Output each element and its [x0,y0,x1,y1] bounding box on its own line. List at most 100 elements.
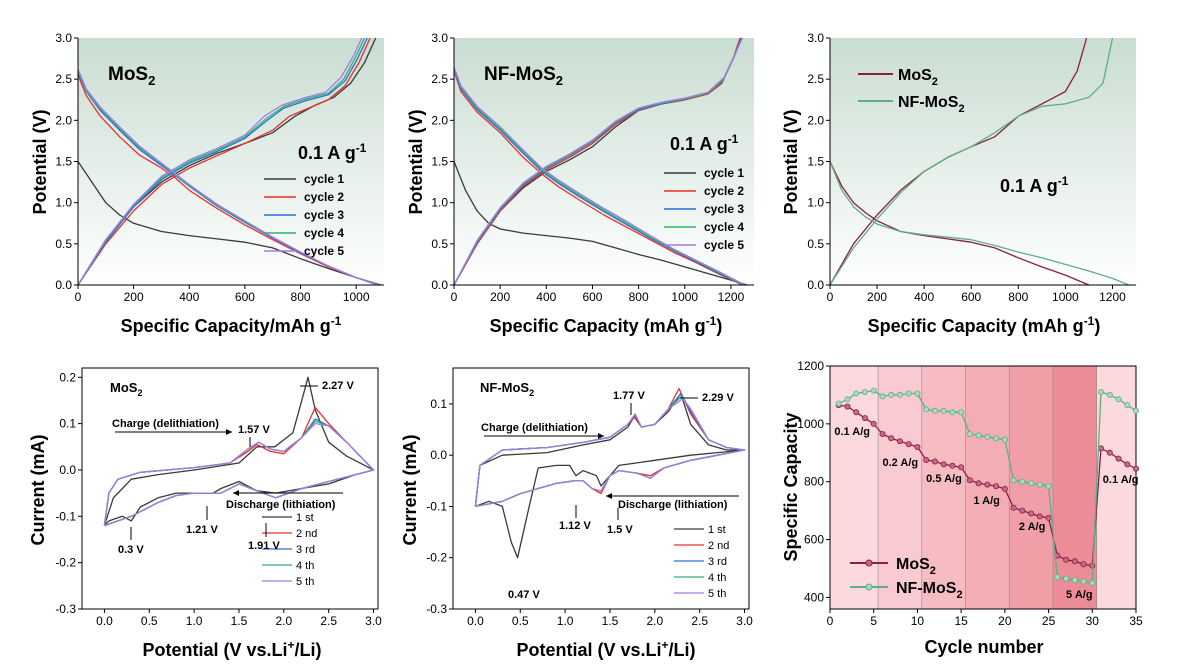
panel-a-x-tick-label: 0 [75,290,82,304]
panel-f-series-1-point [896,438,903,445]
panel-e-discharge-arrowhead [606,493,612,499]
panel-f-series-2-point [958,409,965,416]
panel-d-x-tick-label: 2.5 [320,614,337,628]
panel-c-y-tick-label: 2.0 [807,113,824,127]
panel-f-series-2-point [914,390,921,397]
panel-b-x-tick-label: 1200 [718,290,745,304]
panel-c-y-tick-label: 1.0 [807,196,824,210]
panel-e-x-axis-title: Potential (V vs.Li+/Li) [516,638,695,660]
panel-e-charge-arrowhead [598,433,604,439]
panel-a-series-3-charge [77,37,368,286]
panel-e-x-tick-label: 2.0 [646,614,663,628]
panel-f-y-tick-label: 1000 [797,417,824,431]
panel-e: 0.0 0.5 1.0 1.5 2.0 2.5 3.0 -0.3 -0.2 -0.1 0.0 0.1 1… [400,367,753,660]
panel-b-x-tick-label: 0 [451,290,458,304]
panel-a-background [78,38,384,285]
panel-e-x-tick-label: 2.5 [691,614,708,628]
panel-c-y-tick-label: 0.5 [807,237,824,251]
panel-f-series-1-point [940,461,947,468]
panel-a-legend-label-2: cycle 2 [304,190,344,204]
panel-c-x-tick-label: 400 [914,290,934,304]
panel-f-series-1-point [870,420,877,427]
panel-e-y-tick-label: -0.2 [426,551,447,565]
panel-b-y-tick-label: 2.5 [431,72,448,86]
panel-f-series-1-point [1098,445,1105,452]
panel-c-y-axis-title: Potential (V) [781,109,801,214]
panel-e-x-tick-label: 0.0 [467,614,484,628]
panel-a-series-1-discharge [77,161,379,286]
panel-f-x-tick-label: 0 [827,614,834,628]
panel-c-legend-label-nfmos2: NF-MoS2 [898,94,965,115]
panel-c-background [830,38,1136,285]
panel-e-peak-label-1-5: 1.5 V [607,524,633,536]
panel-f-series-2-point [1010,477,1017,484]
panel-e-peak-label-0-47: 0.47 V [508,589,540,601]
panel-b-rate-label: 0.1 A g-1 [670,132,739,154]
panel-f-series-1-point [984,481,991,488]
panel-f-legend-label-mos2: MoS2 [896,556,936,577]
panel-c-x-tick-label: 800 [1008,290,1028,304]
panel-d-series-5 [103,422,375,527]
panel-f-x-axis-title: Cycle number [924,637,1043,657]
panel-b-x-tick-label: 1000 [671,290,698,304]
panel-e-series-1 [474,392,746,559]
panel-f-series-2-point [905,390,912,397]
panel-f-series-2-point [1098,388,1105,395]
panel-f-series-2-point [1045,483,1052,490]
panel-d-y-tick-label: -0.3 [55,602,76,616]
panel-f-series-2-point [1124,402,1131,409]
panel-a-series-5-discharge [77,69,378,286]
panel-d-peak-label-1-21: 1.21 V [186,524,218,536]
panel-d-plot: 0.0 0.5 1.0 1.5 2.0 2.5 3.0 -0.3 -0.2 -0.1 0.0 0.1 0… [55,370,382,628]
panel-e-legend-label-1: 1 st [708,524,726,536]
panel-c-plot: 0 200 400 600 800 1000 1200 0.0 0.5 1.0 1.5 2.0 2.5 3… [807,31,1136,304]
panel-f-series-2-point [1071,577,1078,584]
panel-f-series-1-point [1080,561,1087,568]
panel-f-rate-band-2 [878,366,922,609]
panel-f-series-2-point [1028,480,1035,487]
panel-f-series-1-point [1001,485,1008,492]
panel-a-x-tick-label: 1000 [343,290,370,304]
panel-f-rate-band-5 [1009,366,1053,609]
panel-b-x-tick-label: 800 [629,290,649,304]
panel-d-peak-label-1-91: 1.91 V [248,540,280,552]
panel-b-y-tick-label: 2.0 [431,113,448,127]
panel-d-peak-label-0-3: 0.3 V [118,544,144,556]
panel-f-series-2-point [1106,391,1113,398]
panel-e-y-tick-label: 0.1 [430,397,447,411]
panel-c-legend-label-mos2: MoS2 [898,67,938,88]
panel-a-sample-label: MoS2 [108,64,155,88]
panel-b-series-3-discharge [453,69,744,286]
panel-f-series-1-point [1036,513,1043,520]
panel-d-y-axis-title: Current (mA) [28,434,48,545]
panel-b-series-2-charge [453,37,741,286]
panel-d-y-tick-label: 0.1 [59,417,76,431]
panel-f-legend-label-nfmos2: NF-MoS2 [896,580,963,601]
panel-b-series-2-discharge [453,70,743,286]
panel-d-legend-label-3: 3 rd [296,544,315,556]
panel-f-x-tick-label: 25 [1042,614,1056,628]
panel-c-x-tick-label: 600 [961,290,981,304]
panel-b-plot: 0 200 400 600 800 1000 1200 0.0 0.5 1.0 1.5 2.0 2.5 3… [431,31,754,304]
panel-f-series-1-point [1106,449,1113,456]
panel-d-y-tick-label: -0.1 [55,509,76,523]
panel-f-series-2-point [1054,574,1061,581]
panel-d-x-tick-label: 0.0 [96,614,113,628]
panel-d-x-tick-label: 3.0 [365,614,382,628]
panel-d-discharge-label: Discharge (lithiation) [226,499,336,511]
panel-f-series-2-point [1019,478,1026,485]
panel-c-y-tick-label: 2.5 [807,72,824,86]
panel-f-rate-label-6: 5 A/g [1066,589,1093,601]
panel-c-y-tick-label: 3.0 [807,31,824,45]
panel-a-series-2-charge [77,37,371,286]
panel-a-plot: 0 200 400 600 800 1000 0.0 0.5 1.0 1.5 2.0 2.5 3.0 cy… [55,31,384,304]
panel-b-series-4-discharge [453,68,745,286]
panel-c-x-tick-label: 1000 [1052,290,1079,304]
panel-a-x-axis-title: Specific Capacity/mAh g-1 [121,314,342,336]
panel-d-x-tick-label: 0.5 [141,614,158,628]
panel-b-y-tick-label: 1.0 [431,196,448,210]
panel-f-x-tick-label: 5 [870,614,877,628]
panel-f-series-1-point [993,483,1000,490]
panel-a-rate-label: 0.1 A g-1 [298,141,367,163]
panel-b-background [454,38,754,285]
